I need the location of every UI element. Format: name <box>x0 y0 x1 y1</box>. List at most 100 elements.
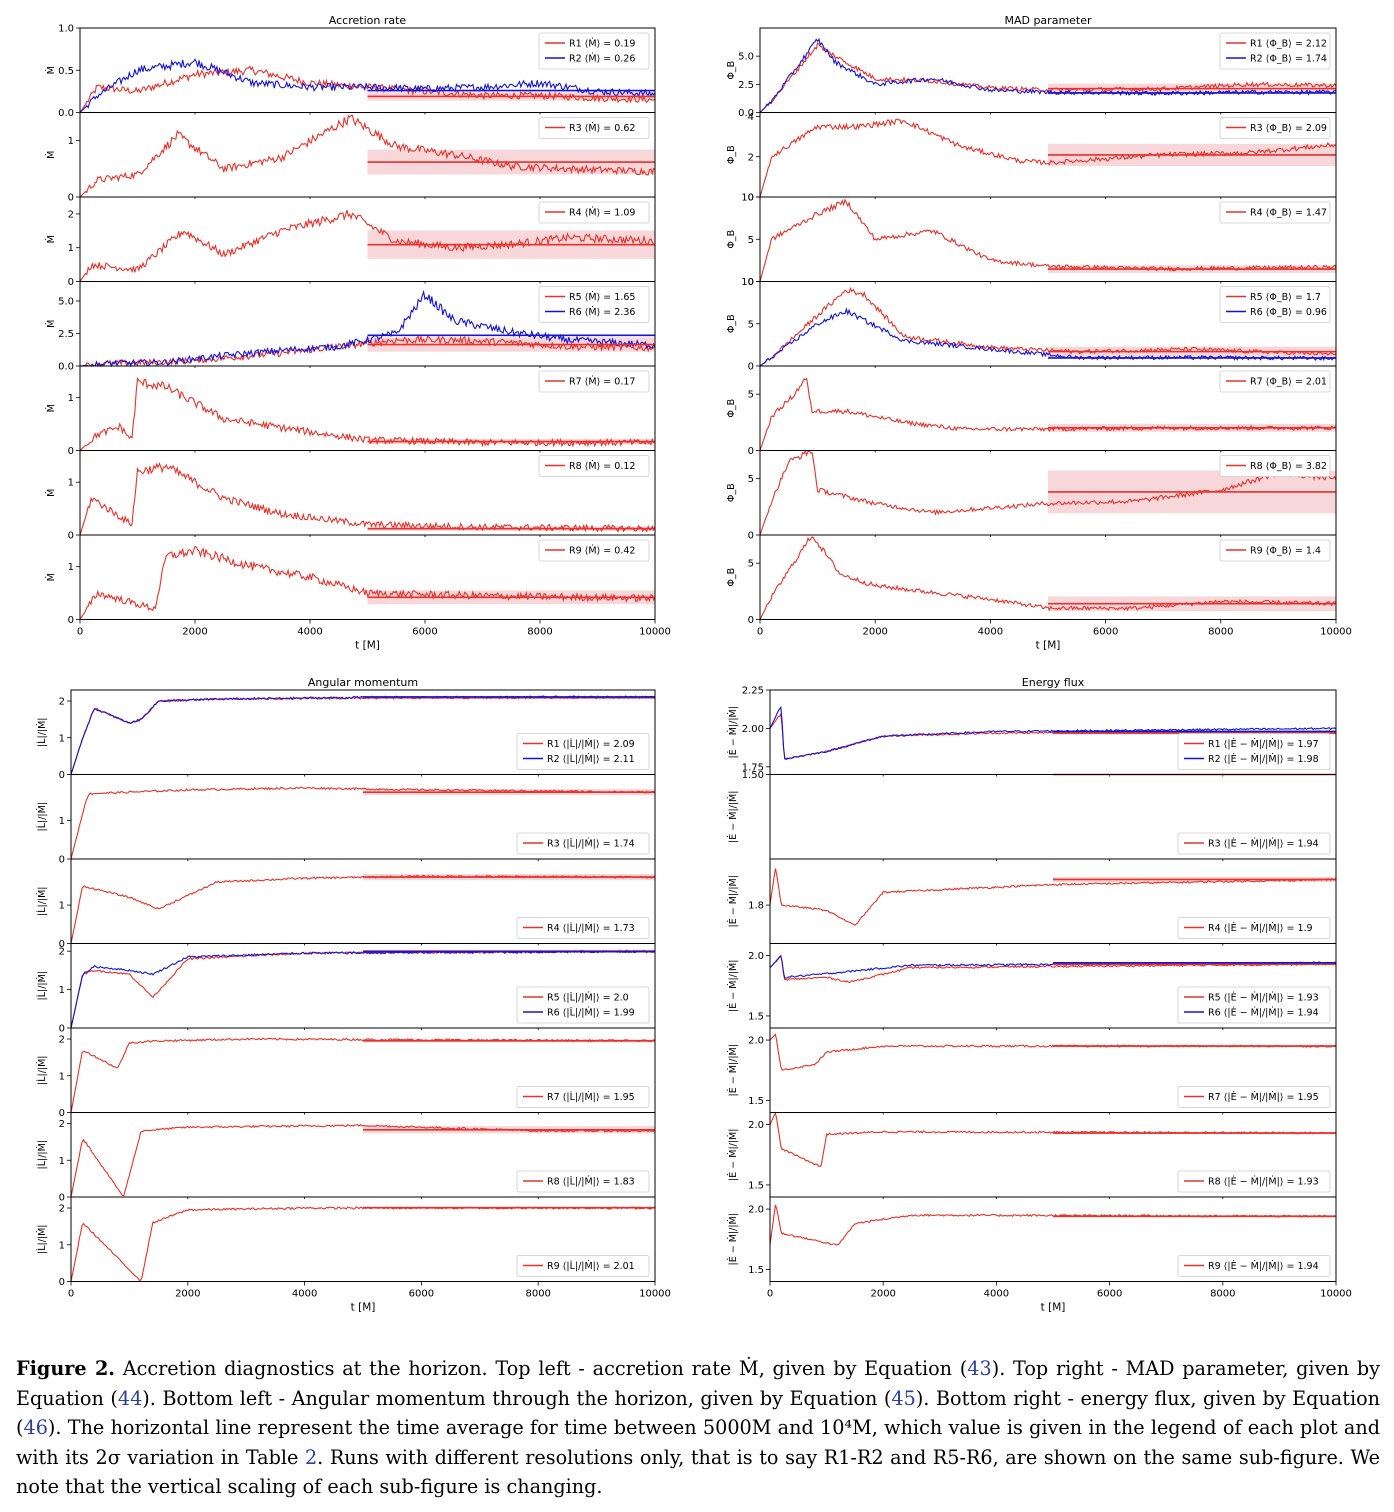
legend-entry-R8: R8 ⟨Φ_B⟩ = 3.82 <box>1250 461 1327 472</box>
equation-link-46[interactable]: 46 <box>23 1416 48 1440</box>
series-line-R9 <box>769 1204 1337 1246</box>
legend-entry-R9: R9 ⟨Ṁ⟩ = 0.42 <box>569 546 635 557</box>
equation-link-45[interactable]: 45 <box>891 1386 916 1410</box>
axes-frame <box>759 534 1337 620</box>
legend-box <box>538 539 650 562</box>
legend-box <box>538 286 650 323</box>
y-tick-label: 10 <box>741 193 754 204</box>
legend: R9 ⟨Ṁ⟩ = 0.42 <box>538 539 650 562</box>
y-tick-label: 1.8 <box>748 901 764 912</box>
legend: R4 ⟨Φ_B⟩ = 1.47 <box>1219 201 1331 224</box>
y-axis-label: Ṁ <box>46 66 57 74</box>
y-tick-label: 2 <box>59 1204 65 1215</box>
y-tick-label: 5 <box>748 319 754 330</box>
caption-text: ). Bottom right - energy flux, given by … <box>16 1386 1381 1440</box>
y-tick-label: 0 <box>68 615 74 626</box>
legend-entry-R7: R7 ⟨Ṁ⟩ = 0.17 <box>569 377 635 388</box>
legend: R3 ⟨|Ė − Ṁ|/|Ṁ|⟩ = 1.94 <box>1177 832 1331 855</box>
legend-entry-R4: R4 ⟨|Ė − Ṁ|/|Ṁ|⟩ = 1.9 <box>1208 923 1313 934</box>
y-tick-label: 0 <box>59 1193 65 1204</box>
y-tick-label: 5 <box>748 390 754 401</box>
legend-entry-R5: R5 ⟨|Ė − Ṁ|/|Ṁ|⟩ = 1.93 <box>1208 993 1319 1004</box>
legend-box <box>516 1170 650 1193</box>
subplot-accretion-6: 0 1 Ṁ R9 ⟨Ṁ⟩ = 0.42 <box>46 534 656 626</box>
y-tick-label: 2.0 <box>748 1205 764 1216</box>
panel-title: Accretion rate <box>329 14 407 27</box>
legend-box <box>538 370 650 393</box>
equation-link-44[interactable]: 44 <box>117 1386 143 1410</box>
y-axis-label: Φ_B <box>726 230 737 249</box>
legend-entry-R5: R5 ⟨Φ_B⟩ = 1.7 <box>1250 292 1321 303</box>
y-tick-label: 1.5 <box>748 1096 764 1107</box>
x-tick-label: 6000 <box>1093 627 1118 638</box>
legend-entry-R6: R6 ⟨|L̇|/|Ṁ|⟩ = 1.99 <box>547 1007 635 1019</box>
legend: R8 ⟨Φ_B⟩ = 3.82 <box>1219 455 1331 477</box>
legend: R1 ⟨|L̇|/|Ṁ|⟩ = 2.09 R2 ⟨|L̇|/|Ṁ|⟩ = 2.11 <box>516 733 650 770</box>
subplot-mad-5: 0 5 Φ_B R8 ⟨Φ_B⟩ = 3.82 <box>726 449 1337 542</box>
x-axis-label: t [M] <box>1036 640 1061 652</box>
series-line-R7 <box>79 376 656 451</box>
legend-entry-R8: R8 ⟨|L̇|/|Ṁ|⟩ = 1.83 <box>547 1176 635 1188</box>
legend-entry-R9: R9 ⟨Φ_B⟩ = 1.4 <box>1250 546 1321 557</box>
y-tick-label: 2.25 <box>742 686 764 697</box>
subplot-angmom-0: 0 1 2 |L̇|/|Ṁ| R1 ⟨|L̇|/|Ṁ|⟩ = 2.09 R2 ⟨|L̇|/… <box>36 689 656 781</box>
caption-text: ). Bottom left - Angular momentum throug… <box>142 1386 892 1410</box>
legend-entry-R5: R5 ⟨Ṁ⟩ = 1.65 <box>569 292 635 303</box>
table-link-2[interactable]: 2 <box>304 1445 318 1469</box>
figure-canvas: Accretion rate 0.0 0.5 1.0 Ṁ R1 ⟨Ṁ⟩ = 0.19 R2 … <box>36 14 1352 1314</box>
subplot-energy-0: 1.75 2.00 2.25|Ė − Ṁ|/|Ṁ| R1 ⟨|Ė − Ṁ|/|Ṁ|⟩ … <box>728 686 1337 777</box>
y-tick-label: 0.0 <box>738 108 754 119</box>
legend-box <box>516 1086 650 1108</box>
caption-label: Figure 2. <box>16 1357 115 1380</box>
legend-box <box>1177 917 1331 939</box>
y-tick-label: 5 <box>748 559 754 570</box>
y-tick-label: 0 <box>59 855 65 866</box>
y-tick-label: 1 <box>68 243 74 254</box>
y-axis-label: Φ_B <box>726 314 737 333</box>
panel-title: Angular momentum <box>308 676 418 689</box>
y-tick-label: 1 <box>68 478 74 489</box>
caption-text: . Runs with different resolutions only, … <box>16 1445 1380 1499</box>
y-tick-label: 1.5 <box>748 1265 764 1276</box>
legend-box <box>1219 201 1331 224</box>
subplot-energy-1: 1.50|Ė − Ṁ|/|Ṁ| R3 ⟨|Ė − Ṁ|/|Ṁ|⟩ = 1.94 <box>728 770 1337 861</box>
figure-caption: Figure 2. Accretion diagnostics at the h… <box>16 1354 1380 1502</box>
subplot-angmom-5: 0 1 2 |L̇|/|Ṁ| R8 ⟨|L̇|/|Ṁ|⟩ = 1.83 <box>36 1112 656 1204</box>
legend: R1 ⟨Φ_B⟩ = 2.12 R2 ⟨Φ_B⟩ = 1.74 <box>1219 32 1331 70</box>
legend-entry-R7: R7 ⟨|Ė − Ṁ|/|Ṁ|⟩ = 1.95 <box>1208 1092 1319 1103</box>
legend-box <box>1177 1170 1331 1193</box>
y-tick-label: 2 <box>59 947 65 958</box>
equation-link-43[interactable]: 43 <box>967 1357 992 1380</box>
y-axis-label: Ṁ <box>46 235 57 243</box>
subplot-energy-6: 1.5 2.0 |Ė − Ṁ|/|Ṁ| R9 ⟨|Ė − Ṁ|/|Ṁ|⟩ = 1.94 <box>728 1196 1337 1286</box>
y-axis-label: Φ_B <box>726 568 737 587</box>
y-tick-label: 1.50 <box>742 770 764 781</box>
series-line-R8 <box>70 1123 656 1198</box>
y-tick-label: 0 <box>59 1024 65 1035</box>
legend-entry-R6: R6 ⟨Ṁ⟩ = 2.36 <box>569 307 635 318</box>
legend: R1 ⟨|Ė − Ṁ|/|Ṁ|⟩ = 1.97 R2 ⟨|Ė − Ṁ|/|Ṁ|⟩ … <box>1177 733 1331 770</box>
x-tick-label: 0 <box>757 627 763 638</box>
axes-frame <box>769 1196 1337 1282</box>
legend-entry-R1: R1 ⟨|L̇|/|Ṁ|⟩ = 2.09 <box>547 738 635 750</box>
y-axis-label: |L̇|/|Ṁ| <box>36 1225 48 1255</box>
legend: R4 ⟨|L̇|/|Ṁ|⟩ = 1.73 <box>516 917 650 939</box>
legend-box <box>516 832 650 855</box>
x-tick-label: 4000 <box>297 627 322 638</box>
legend-entry-R8: R8 ⟨|Ė − Ṁ|/|Ṁ|⟩ = 1.93 <box>1208 1177 1319 1188</box>
x-tick-label: 10000 <box>1320 1289 1352 1300</box>
x-tick-label: 0 <box>68 1289 74 1300</box>
legend-box <box>538 117 650 139</box>
subplot-angmom-4: 0 1 2 |L̇|/|Ṁ| R7 ⟨|L̇|/|Ṁ|⟩ = 1.95 <box>36 1027 656 1119</box>
x-tick-label: 10000 <box>639 627 671 638</box>
y-tick-label: 5 <box>748 474 754 485</box>
legend: R7 ⟨|L̇|/|Ṁ|⟩ = 1.95 <box>516 1086 650 1108</box>
series-line-R2 <box>79 58 656 113</box>
y-tick-label: 1.75 <box>742 762 764 773</box>
legend-box <box>516 733 650 770</box>
legend: R5 ⟨|Ė − Ṁ|/|Ṁ|⟩ = 1.93 R6 ⟨|Ė − Ṁ|/|Ṁ|⟩ … <box>1177 986 1331 1024</box>
y-tick-label: 1.5 <box>748 1011 764 1022</box>
y-tick-label: 0 <box>68 277 74 288</box>
series-line-R3 <box>70 786 656 860</box>
